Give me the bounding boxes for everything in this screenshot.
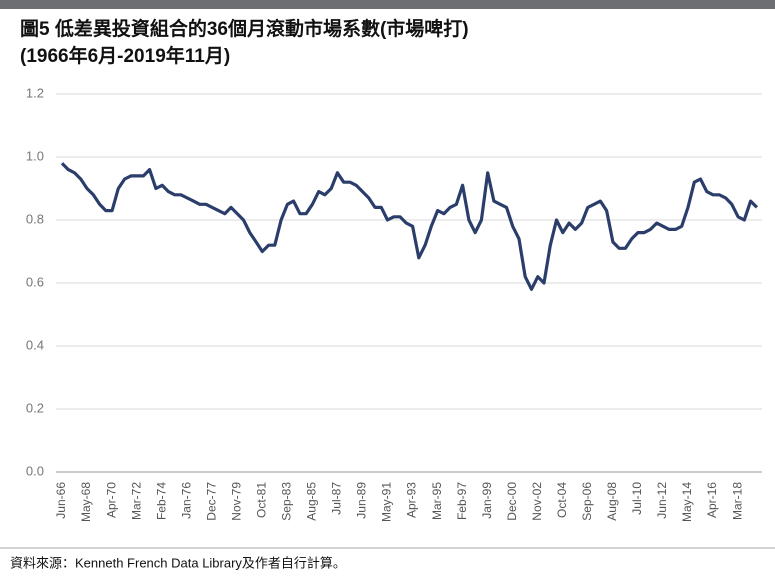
y-tick-label: 0.6 (26, 274, 44, 289)
x-tick-label: Oct-81 (254, 482, 268, 518)
x-tick-label: Jul-10 (630, 482, 644, 515)
y-tick-label: 0.0 (26, 463, 44, 478)
chart-subtitle: (1966年6月-2019年11月) (20, 44, 230, 67)
x-tick-label: Apr-70 (104, 482, 118, 518)
top-bar (0, 0, 775, 9)
x-tick-label: Mar-18 (730, 482, 744, 520)
x-tick-label: Aug-85 (305, 482, 319, 521)
chart-title: 圖5 低差異投資組合的36個月滾動市場系數(市場啤打) (20, 17, 469, 40)
x-tick-label: Aug-08 (605, 482, 619, 521)
x-tick-label: Mar-72 (129, 482, 143, 520)
x-tick-label: Dec-77 (204, 482, 218, 521)
x-tick-label: Jul-87 (330, 482, 344, 515)
x-tick-label: Mar-95 (430, 482, 444, 520)
x-tick-label: Feb-74 (154, 482, 168, 520)
y-tick-label: 1.2 (26, 85, 44, 100)
x-tick-label: May-91 (380, 482, 394, 522)
x-tick-label: Jun-89 (355, 482, 369, 519)
x-tick-label: Feb-97 (455, 482, 469, 520)
y-tick-label: 1.0 (26, 148, 44, 163)
x-tick-label: Jan-99 (480, 482, 494, 519)
y-tick-label: 0.2 (26, 400, 44, 415)
x-tick-label: Sep-83 (280, 482, 294, 521)
x-tick-label: Dec-00 (505, 482, 519, 521)
source: 資料來源：Kenneth French Data Library及作者自行計算。 (10, 555, 346, 570)
x-tick-label: Oct-04 (555, 482, 569, 518)
x-tick-label: May-14 (680, 482, 694, 522)
x-tick-label: May-68 (79, 482, 93, 522)
y-tick-label: 0.8 (26, 211, 44, 226)
line-series (60, 162, 759, 291)
x-tick-label: Sep-06 (580, 482, 594, 521)
x-tick-label: Jun-66 (54, 482, 68, 519)
y-tick-label: 0.4 (26, 337, 44, 352)
x-tick-label: Apr-16 (705, 482, 719, 518)
x-tick-label: Nov-79 (229, 482, 243, 521)
x-tick-label: Apr-93 (405, 482, 419, 518)
x-tick-label: Jun-12 (655, 482, 669, 519)
x-tick-label: Jan-76 (179, 482, 193, 519)
x-tick-label: Nov-02 (530, 482, 544, 521)
